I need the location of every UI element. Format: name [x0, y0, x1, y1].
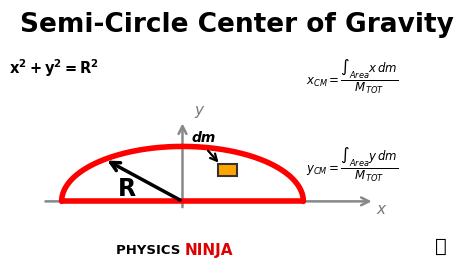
Text: Semi-Circle Center of Gravity: Semi-Circle Center of Gravity [20, 12, 454, 38]
Text: y: y [194, 103, 203, 118]
Text: R: R [118, 177, 136, 201]
Text: $y_{CM} = \dfrac{\int_{Area} y\, dm}{M_{TOT}}$: $y_{CM} = \dfrac{\int_{Area} y\, dm}{M_{… [306, 145, 398, 184]
Text: $x_{CM} = \dfrac{\int_{Area} x\, dm}{M_{TOT}}$: $x_{CM} = \dfrac{\int_{Area} x\, dm}{M_{… [306, 57, 398, 95]
Bar [218, 164, 237, 176]
Text: PHYSICS: PHYSICS [116, 244, 185, 257]
Text: x: x [377, 202, 386, 217]
Text: 🥷: 🥷 [435, 237, 447, 256]
Text: NINJA: NINJA [185, 243, 233, 258]
Text: dm: dm [192, 131, 216, 145]
Text: $\mathbf{x^2+y^2=R^2}$: $\mathbf{x^2+y^2=R^2}$ [9, 57, 100, 79]
